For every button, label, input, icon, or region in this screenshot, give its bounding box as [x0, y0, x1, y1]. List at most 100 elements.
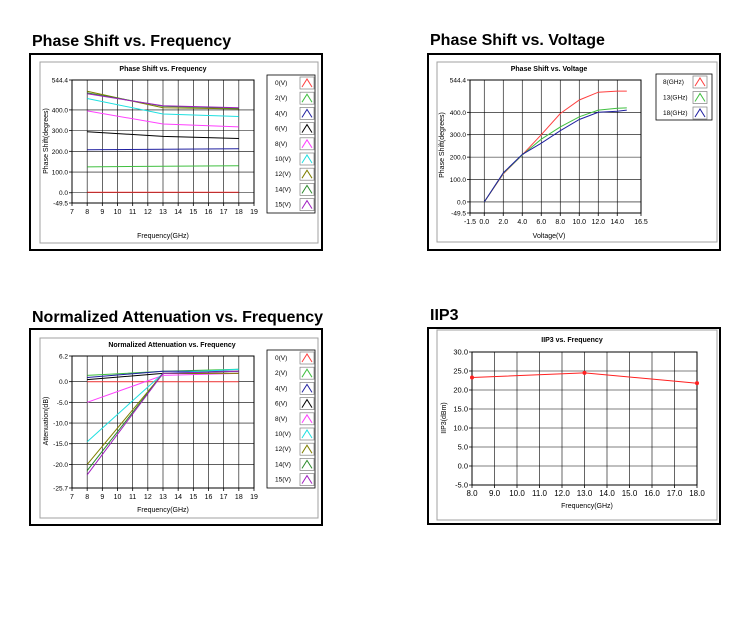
data-point	[582, 370, 587, 375]
legend-label: 8(V)	[275, 141, 287, 148]
x-tick-label: 16.0	[644, 489, 660, 498]
legend: 0(V) 2(V) 4(V) 6(V) 8(V) 10(V) 12(V) 14(V) 15(V)	[266, 349, 316, 489]
chart-title: IIP3 vs. Frequency	[541, 337, 603, 344]
legend-label: 0(V)	[275, 355, 287, 362]
legend-swatch-line	[301, 199, 313, 209]
y-tick-label: 300.0	[52, 128, 69, 135]
y-axis-label: IIP3(dBm)	[441, 402, 448, 434]
x-tick-label: 11.0	[532, 489, 548, 498]
legend-label: 8(GHz)	[663, 79, 684, 86]
y-tick-label: 25.0	[453, 367, 468, 376]
y-tick-label: 400.0	[450, 110, 467, 117]
x-tick-label: 16.5	[634, 219, 648, 226]
legend-swatch	[299, 412, 315, 426]
y-tick-label: 0.0	[59, 379, 68, 386]
x-tick-label: 13	[159, 209, 167, 216]
gridlines	[469, 351, 698, 488]
legend-swatch	[299, 458, 315, 471]
plot-area	[469, 79, 642, 214]
legend-swatch-line	[301, 353, 313, 363]
chart-title: Normalized Attenuation vs. Frequency	[108, 342, 235, 349]
legend-swatch	[299, 76, 315, 90]
x-tick-label: 12.0	[591, 219, 605, 226]
legend-label: 10(V)	[275, 156, 291, 163]
y-tick-label: -25.7	[53, 486, 68, 493]
x-tick-label: 14.0	[610, 219, 624, 226]
legend-label: 6(V)	[275, 401, 287, 408]
legend-swatch-line	[301, 184, 313, 194]
x-tick-label: 18	[235, 494, 243, 501]
legend-swatch-line	[301, 154, 313, 164]
data-point	[470, 375, 474, 380]
chart-4: 8.0 9.0 10.0 11.0 12.0 13.0 14.0 15.0 16.0 17.0 18…	[436, 329, 718, 521]
y-tick-label: -15.0	[53, 441, 68, 448]
series-line-8(V)	[87, 372, 239, 403]
x-tick-label: 9	[100, 209, 104, 216]
series-line-2(V)	[87, 165, 239, 168]
y-axis-label: Phase Shift(degrees)	[43, 108, 50, 174]
y-tick-label: -5.0	[455, 481, 468, 490]
x-tick-label: 8	[85, 494, 89, 501]
legend-swatch	[299, 137, 315, 151]
legend-swatch	[299, 107, 315, 120]
y-tick-label: 100.0	[450, 177, 467, 184]
x-axis-label: Frequency(GHz)	[561, 503, 613, 510]
x-axis-label: Frequency(GHz)	[137, 233, 189, 240]
legend-swatch-line	[694, 108, 706, 118]
x-tick-label: 12.0	[554, 489, 570, 498]
y-tick-label: 10.0	[453, 424, 468, 433]
y-tick-label: 15.0	[453, 405, 468, 414]
legend-swatch-line	[301, 398, 313, 408]
legend-label: 15(V)	[275, 477, 291, 484]
x-tick-label: 17	[220, 494, 228, 501]
legend-swatch	[299, 122, 315, 135]
series-group	[470, 370, 699, 386]
legend-label: 12(V)	[275, 446, 291, 453]
legend: 0(V) 2(V) 4(V) 6(V) 8(V) 10(V) 12(V) 14(V) 15(V)	[266, 74, 316, 214]
x-tick-label: 10	[114, 209, 122, 216]
section-title-iip3: IIP3	[430, 307, 459, 324]
series-line-10(V)	[87, 98, 239, 117]
legend-swatch-line	[301, 429, 313, 439]
legend-swatch	[299, 183, 315, 196]
x-tick-label: 11	[129, 494, 136, 501]
x-tick-label: 18	[235, 209, 243, 216]
legend-swatch	[299, 167, 315, 181]
legend-swatch	[299, 442, 315, 456]
legend-label: 13(GHz)	[663, 95, 688, 102]
chart-3: 7 8 9 10 11 12 13 14 15 16 17 18 19 6.2 0.0 -5.0 -10.0 -1…	[39, 337, 319, 519]
legend-swatch	[299, 397, 315, 410]
legend-swatch-line	[301, 459, 313, 469]
y-axis-label: Attenuation(dB)	[43, 397, 50, 446]
x-axis-label: Voltage(V)	[533, 233, 566, 240]
chart-inner-border	[436, 329, 718, 521]
chart-1: 7 8 9 10 11 12 13 14 15 16 17 18 19 544.4 400.0 300.0 20…	[39, 61, 319, 244]
legend-label: 0(V)	[275, 80, 287, 87]
y-tick-label: -20.0	[53, 462, 68, 469]
legend-label: 2(V)	[275, 95, 287, 102]
legend-swatch	[299, 382, 315, 395]
series-line-12(V)	[87, 90, 239, 110]
legend-label: 18(GHz)	[663, 110, 688, 117]
x-axis-label: Frequency(GHz)	[137, 507, 189, 514]
legend-swatch-line	[301, 138, 313, 149]
series-line-4(V)	[87, 148, 239, 151]
legend-swatch-line	[301, 123, 313, 133]
legend-label: 10(V)	[275, 431, 291, 438]
legend-swatch-line	[694, 92, 706, 102]
legend-swatch-line	[301, 78, 313, 88]
chart-inner-border	[436, 61, 718, 243]
legend-swatch	[299, 198, 315, 211]
series-line-18(GHz)	[483, 109, 627, 203]
legend-swatch	[299, 427, 315, 441]
y-tick-label: 544.4	[450, 78, 467, 85]
x-tick-label: 16	[205, 209, 213, 216]
legend-swatch-line	[301, 444, 313, 454]
y-tick-label: -10.0	[53, 421, 68, 428]
x-tick-label: 12	[144, 209, 152, 216]
legend-label: 14(V)	[275, 461, 291, 468]
data-point	[695, 381, 699, 386]
gridlines	[69, 355, 255, 491]
series-group	[483, 90, 627, 203]
